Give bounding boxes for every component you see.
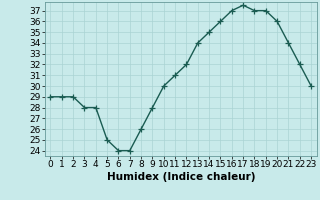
X-axis label: Humidex (Indice chaleur): Humidex (Indice chaleur) (107, 172, 255, 182)
